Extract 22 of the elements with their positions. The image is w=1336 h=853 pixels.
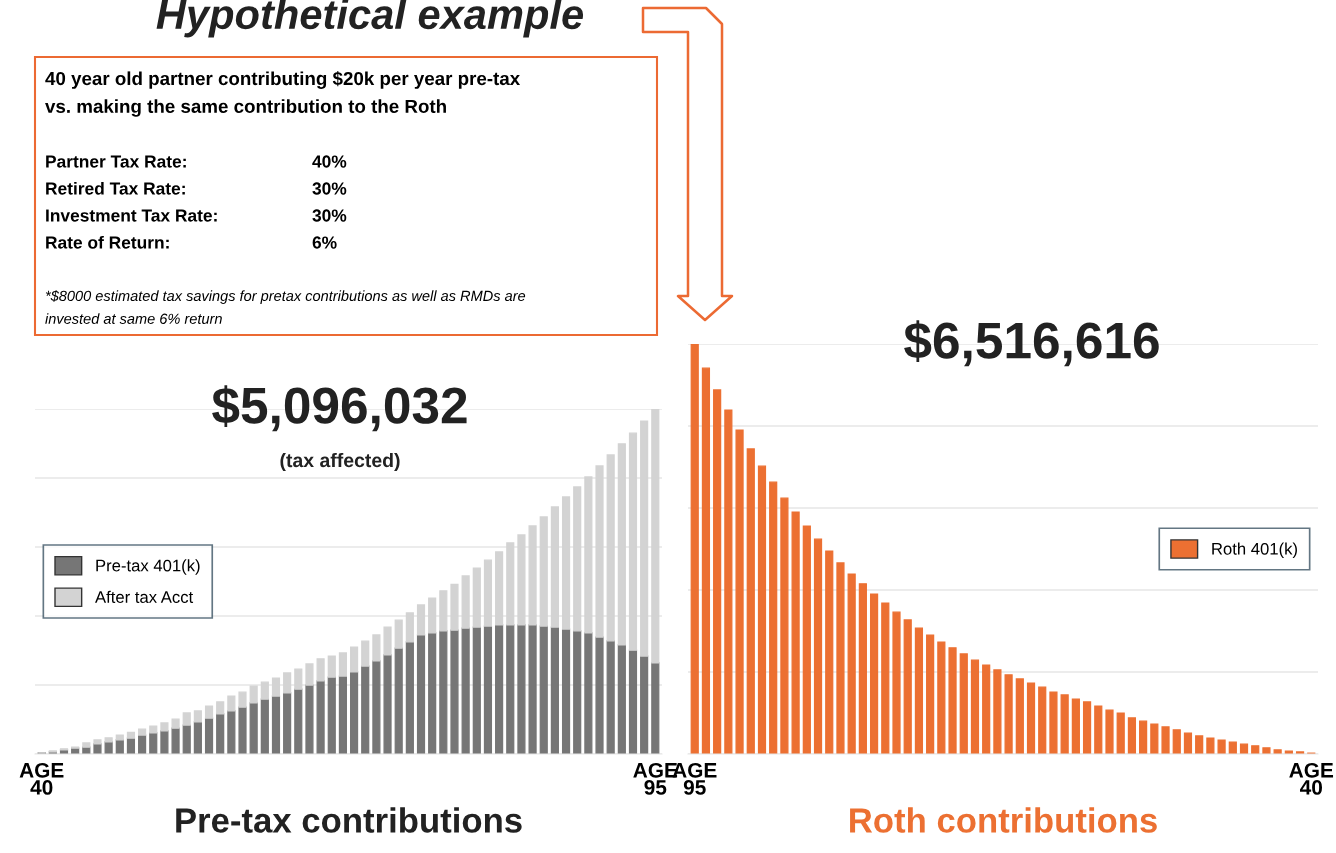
annotation: (tax affected) bbox=[280, 452, 400, 472]
text: 30% bbox=[312, 209, 347, 222]
text: 30% bbox=[312, 182, 347, 195]
text: Partner Tax Rate: bbox=[46, 155, 186, 168]
legend-label: After tax Acct bbox=[95, 590, 194, 603]
text: *$8000 estimated tax savings for pretax contributions as well as RMDs are bbox=[45, 290, 526, 304]
text: vs. making the same contribution to the Roth bbox=[45, 99, 446, 117]
x-tick-label: AGE 40 bbox=[19, 762, 64, 795]
text: Rate of Return: bbox=[46, 235, 169, 249]
x-tick-label: AGE 40 bbox=[1289, 762, 1334, 795]
text: 6% bbox=[312, 236, 337, 249]
annotation: $5,096,032 bbox=[212, 385, 467, 432]
text: Investment Tax Rate: bbox=[46, 209, 217, 222]
legend-label: Roth 401(k) bbox=[1212, 542, 1297, 559]
text: 40 year old partner contributing $20k per year pre-tax bbox=[45, 71, 521, 89]
legend-label: Pre-tax 401(k) bbox=[96, 559, 200, 575]
text: Retired Tax Rate: bbox=[46, 181, 185, 195]
x-axis-title: Roth contributions bbox=[850, 807, 1157, 833]
text: 40% bbox=[312, 155, 347, 168]
annotation: $6,516,616 bbox=[904, 320, 1159, 367]
text: invested at same 6% return bbox=[45, 313, 222, 324]
x-axis-title: Pre-tax contributions bbox=[176, 807, 522, 833]
